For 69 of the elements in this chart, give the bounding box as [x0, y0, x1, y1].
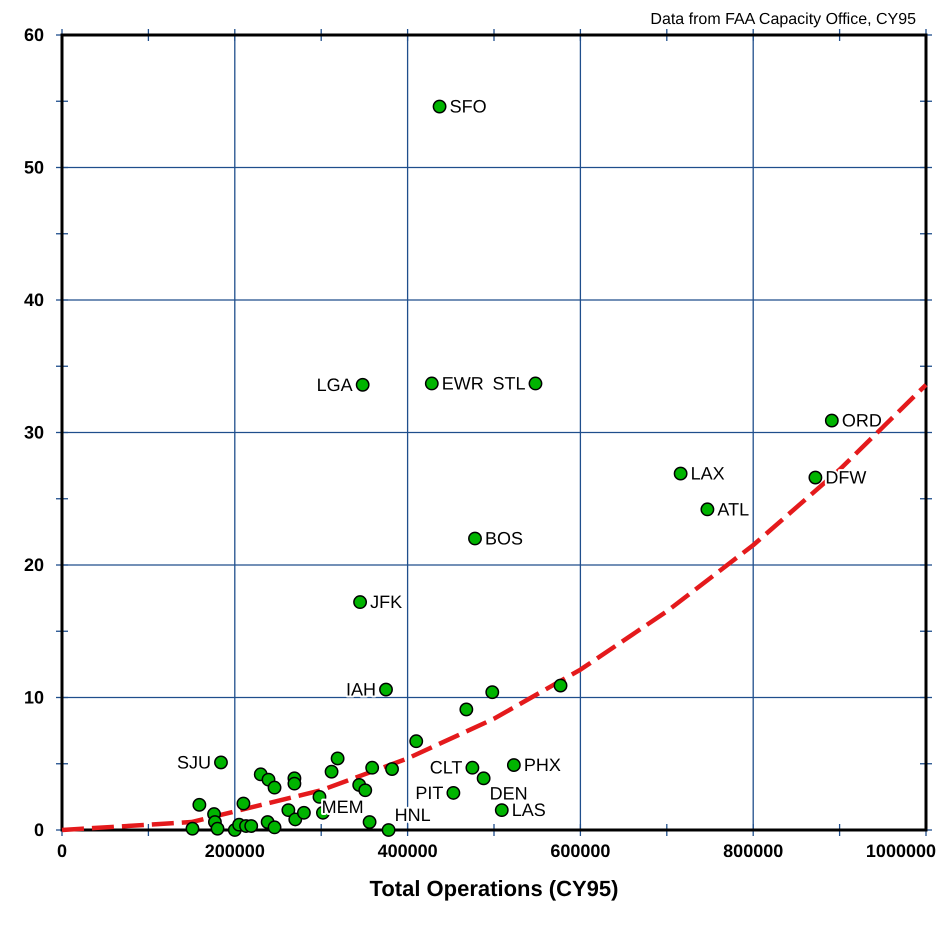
point: [824, 414, 839, 428]
data-label: LAX: [690, 464, 725, 484]
point: [210, 822, 224, 836]
point: [358, 783, 372, 798]
text: Data from FAA Capacity Office, CY95: [650, 11, 916, 28]
x-axis-title: Total Operations (CY95): [370, 876, 618, 901]
x-tick-label: 600000: [550, 840, 610, 861]
point: [214, 756, 228, 770]
point: [356, 378, 370, 392]
y-tick-label: 20: [24, 554, 44, 575]
point: [244, 819, 258, 833]
x-tick-label: 400000: [378, 840, 438, 861]
point: [362, 815, 377, 829]
point: [192, 798, 206, 812]
data-label: BOS: [484, 528, 524, 548]
point: [424, 376, 439, 390]
point: [385, 762, 399, 776]
point: [409, 734, 424, 748]
point: [365, 760, 380, 775]
point: [353, 595, 368, 610]
data-label: JFK: [370, 592, 402, 612]
point: [485, 685, 500, 700]
point: [700, 502, 714, 516]
x-tick-label: 200000: [204, 840, 265, 861]
point: [236, 796, 250, 810]
point: [296, 806, 311, 820]
point: [324, 764, 338, 779]
point: [330, 752, 345, 766]
point: [506, 758, 521, 772]
point: [808, 470, 822, 484]
data-label: PHX: [524, 755, 561, 776]
y-tick-label: 50: [24, 157, 44, 178]
x-tick-label: 1000000: [866, 840, 936, 861]
y-tick-label: 60: [24, 24, 44, 45]
data-label: EWR: [442, 373, 484, 394]
point: [379, 682, 393, 696]
data-label: LGA: [316, 374, 353, 395]
point: [554, 678, 568, 692]
data-label: ATL: [717, 499, 750, 520]
point: [186, 822, 200, 836]
point: [465, 760, 480, 775]
data-label: PIT: [415, 782, 444, 803]
point: [446, 786, 460, 800]
point: [382, 823, 396, 837]
point: [494, 803, 509, 818]
point: [459, 702, 474, 716]
data-label: SJU: [176, 752, 211, 772]
point: [674, 466, 688, 480]
data-label: ORD: [842, 410, 882, 431]
point: [268, 820, 282, 834]
y-tick-label: 30: [24, 422, 44, 442]
point: [468, 532, 482, 546]
data-label: STL: [492, 373, 526, 394]
data-label: CLT: [430, 758, 462, 778]
y-tick-label: 0: [34, 820, 44, 840]
y-tick-label: 40: [24, 290, 44, 310]
point: [528, 376, 542, 390]
point: [287, 776, 302, 791]
point: [476, 771, 491, 786]
point: [268, 780, 282, 795]
x-tick-label: 0: [56, 840, 68, 861]
data-label: IAH: [346, 680, 376, 700]
point: [432, 100, 446, 114]
data-label: DFW: [825, 468, 866, 488]
point: [281, 803, 296, 818]
y-tick-label: 10: [24, 687, 44, 708]
x-tick-label: 800000: [723, 840, 784, 861]
data-label: MEM: [322, 797, 364, 818]
data-label: SFO: [450, 96, 487, 117]
